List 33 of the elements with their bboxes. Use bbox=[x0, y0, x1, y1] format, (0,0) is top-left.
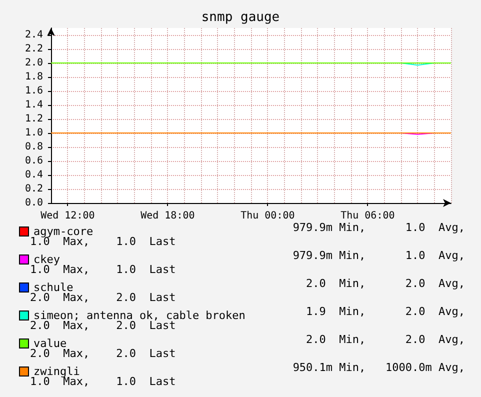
text: 2.0 Max, 2.0 Last bbox=[30, 291, 176, 304]
y-tick-label: 1.0 bbox=[24, 128, 43, 138]
legend-label: schule bbox=[34, 281, 74, 294]
y-tick-label: 0.6 bbox=[24, 156, 43, 166]
y-tick-label: 1.6 bbox=[24, 86, 43, 96]
legend-label: zwingli bbox=[34, 365, 80, 378]
y-tick-label: 2.4 bbox=[24, 30, 43, 40]
y-tick-label: 0.0 bbox=[24, 198, 43, 208]
y-tick-label: 1.4 bbox=[24, 100, 43, 110]
x-tick-label: Thu 06:00 bbox=[340, 210, 395, 222]
y-tick-label: 0.2 bbox=[24, 184, 43, 194]
text: 2.0 Max, 2.0 Last bbox=[30, 319, 176, 332]
text: 950.1m Min, 1000.0m Avg, bbox=[292, 361, 465, 374]
x-tick-label: Wed 12:00 bbox=[40, 210, 95, 222]
y-tick-label: 2.2 bbox=[24, 44, 43, 54]
text: 979.9m Min, 1.0 Avg, bbox=[292, 249, 465, 262]
legend-label: ckey bbox=[34, 253, 60, 266]
text: 2.0 Max, 2.0 Last bbox=[30, 347, 176, 360]
text: 2.0 Min, 2.0 Avg, bbox=[306, 277, 466, 290]
text: 2.0 Min, 2.0 Avg, bbox=[306, 333, 466, 346]
y-tick-label: 0.4 bbox=[24, 170, 43, 180]
text: 1.9 Min, 2.0 Avg, bbox=[306, 305, 466, 318]
legend-label: value bbox=[34, 337, 67, 350]
x-tick-label: Thu 00:00 bbox=[240, 210, 295, 222]
y-tick-label: 2.0 bbox=[24, 58, 43, 68]
y-tick-label: 1.8 bbox=[24, 72, 43, 82]
legend-label: agym-core bbox=[34, 225, 94, 238]
legend-label: simeon; antenna ok, cable broken bbox=[34, 309, 246, 322]
y-tick-label: 1.2 bbox=[24, 114, 43, 124]
y-tick-label: 0.8 bbox=[24, 142, 43, 152]
x-tick-label: Wed 18:00 bbox=[140, 210, 195, 222]
chart-title: snmp gauge bbox=[201, 10, 280, 25]
text: 979.9m Min, 1.0 Avg, bbox=[292, 221, 465, 234]
